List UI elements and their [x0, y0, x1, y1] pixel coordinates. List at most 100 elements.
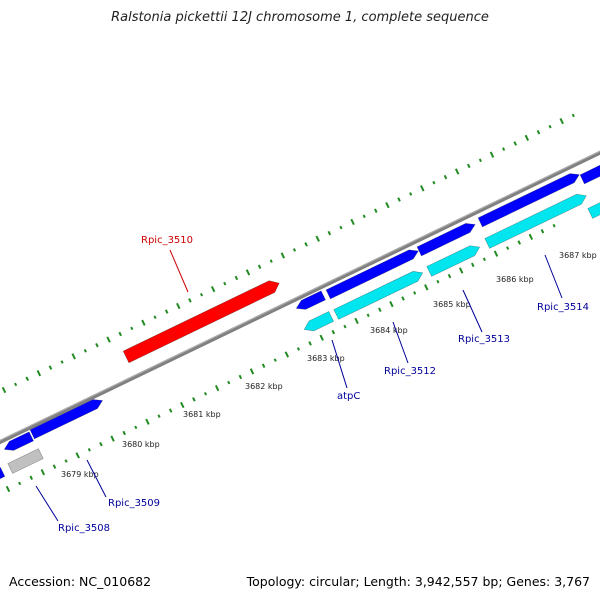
gc-tick-outer — [14, 382, 18, 387]
gc-tick-inner — [458, 267, 464, 274]
gene-label[interactable]: atpC — [337, 391, 360, 402]
scale-label: 3683 kbp — [307, 354, 345, 363]
summary-text: Topology: circular; Length: 3,942,557 bp… — [246, 574, 590, 589]
gc-tick-inner — [447, 273, 452, 279]
chromosome-backbone — [0, 150, 600, 445]
gc-tick-inner — [180, 401, 185, 409]
gc-tick-inner — [227, 380, 231, 385]
gc-tick-inner — [5, 485, 11, 493]
gc-tick-outer — [36, 370, 42, 377]
gene-cyan-5[interactable] — [587, 199, 600, 219]
gc-tick-inner — [296, 347, 301, 351]
gene-next-fwd[interactable] — [579, 164, 600, 185]
gc-tick-outer — [95, 342, 99, 348]
gc-tick-inner — [284, 351, 290, 358]
gene-rpic-3508[interactable] — [7, 448, 44, 474]
gc-tick-outer — [118, 331, 122, 337]
gene-cyan-1[interactable] — [303, 311, 335, 332]
gc-tick-inner — [552, 223, 556, 228]
gene-rpic-3510[interactable] — [122, 280, 280, 364]
gene-edge-left[interactable] — [0, 466, 6, 480]
gc-tick-inner — [424, 284, 429, 291]
gc-tick-outer — [141, 319, 146, 326]
gc-tick-inner — [319, 334, 324, 341]
gene-rpic-3513[interactable] — [416, 223, 476, 257]
gc-tick-inner — [29, 475, 34, 481]
gc-tick-inner — [401, 296, 405, 301]
gene-cyan-4[interactable] — [484, 193, 587, 249]
gc-tick-inner — [378, 307, 382, 312]
gc-tick-outer — [536, 130, 541, 135]
scale-label: 3679 kbp — [61, 470, 99, 479]
gc-tick-outer — [374, 208, 378, 213]
gc-tick-outer — [315, 235, 320, 242]
gene-label[interactable]: Rpic_3509 — [108, 498, 160, 509]
gc-tick-inner — [413, 291, 417, 295]
gene-cyan-2[interactable] — [333, 270, 424, 320]
gc-tick-inner — [110, 435, 115, 442]
gc-tick-inner — [389, 300, 394, 308]
gc-tick-outer — [153, 315, 157, 319]
gc-tick-outer — [420, 185, 425, 192]
gc-tick-outer — [199, 292, 204, 297]
gene-rpic-3508-fwd[interactable] — [3, 431, 34, 451]
gc-tick-inner — [145, 418, 150, 425]
gc-tick-inner — [122, 430, 126, 436]
gene-leader-line — [331, 339, 348, 389]
gc-tick-outer — [25, 376, 30, 382]
scale-label: 3687 kbp — [559, 251, 597, 260]
gene-label[interactable]: Rpic_3510 — [141, 235, 193, 246]
gc-tick-outer — [478, 158, 482, 163]
gc-tick-outer — [48, 365, 53, 370]
gc-tick-inner — [482, 257, 486, 262]
gc-tick-inner — [249, 368, 255, 375]
gc-tick-outer — [443, 174, 448, 180]
gc-tick-outer — [280, 252, 286, 259]
gc-tick-inner — [528, 233, 534, 241]
gc-tick-inner — [261, 363, 266, 368]
gc-tick-outer — [559, 117, 564, 125]
gc-tick-inner — [168, 408, 173, 413]
gc-tick-inner — [75, 452, 80, 459]
gene-rpic-3512[interactable] — [325, 249, 419, 300]
gene-label[interactable]: Rpic_3514 — [537, 302, 589, 313]
gc-tick-inner — [540, 229, 545, 234]
gc-tick-inner — [506, 246, 510, 250]
gc-tick-outer — [548, 124, 552, 129]
gene-cyan-3[interactable] — [426, 245, 481, 277]
gene-rpic-3509[interactable] — [29, 399, 104, 440]
gc-tick-outer — [292, 248, 297, 252]
gene-label[interactable]: Rpic_3508 — [58, 523, 110, 534]
gc-tick-inner — [87, 447, 91, 452]
gc-tick-outer — [257, 264, 262, 269]
gc-tick-outer — [454, 168, 460, 175]
scale-label: 3681 kbp — [183, 410, 221, 419]
gc-tick-outer — [269, 259, 273, 263]
gc-tick-outer — [83, 348, 87, 353]
gc-tick-outer — [234, 275, 239, 281]
scale-label: 3682 kbp — [245, 382, 283, 391]
gene-atpc[interactable] — [295, 290, 326, 310]
scale-label: 3680 kbp — [122, 440, 160, 449]
gc-tick-outer — [130, 326, 134, 331]
gc-tick-outer — [513, 141, 518, 146]
gc-tick-outer — [571, 113, 575, 118]
gc-tick-inner — [157, 414, 161, 418]
gc-tick-outer — [223, 281, 227, 286]
gene-label[interactable]: Rpic_3512 — [384, 366, 436, 377]
gene-label[interactable]: Rpic_3513 — [458, 334, 510, 345]
gc-tick-inner — [436, 279, 440, 284]
gene-leader-line — [169, 249, 189, 293]
gene-rpic-3514[interactable] — [477, 173, 580, 228]
gc-tick-outer — [188, 298, 192, 303]
gc-tick-outer — [409, 192, 413, 196]
gc-tick-inner — [366, 313, 370, 318]
gc-tick-outer — [176, 302, 181, 310]
map-title: Ralstonia pickettii 12J chromosome 1, co… — [111, 10, 489, 25]
gc-tick-outer — [362, 214, 366, 219]
gc-tick-inner — [308, 341, 312, 346]
gc-tick-outer — [524, 134, 530, 142]
gc-tick-outer — [385, 201, 390, 209]
scale-label: 3684 kbp — [370, 326, 408, 335]
